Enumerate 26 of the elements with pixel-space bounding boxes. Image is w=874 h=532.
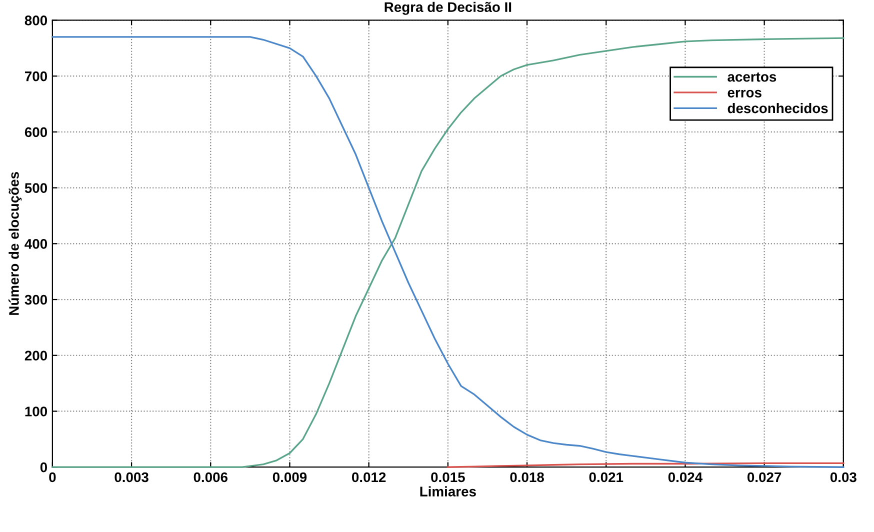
x-tick-label: 0	[49, 472, 56, 482]
chart-title: Regra de Decisão II	[384, 2, 512, 15]
x-tick-label: 0.015	[431, 472, 465, 482]
x-tick-label: 0.003	[114, 472, 148, 482]
x-tick-label: 0.006	[194, 472, 228, 482]
x-tick-label: 0.012	[352, 472, 386, 482]
y-tick-label: 500	[24, 183, 48, 193]
y-tick-label: 0	[40, 462, 48, 472]
legend-label: acertos	[728, 72, 776, 82]
y-tick-label: 200	[24, 350, 48, 361]
x-tick-label: 0.03	[830, 472, 856, 482]
x-tick-label: 0.027	[747, 472, 782, 482]
y-axis-title: Número de elocuções	[8, 172, 22, 315]
x-tick-label: 0.009	[272, 472, 307, 482]
x-tick-label: 0.024	[668, 472, 703, 482]
y-tick-label: 800	[24, 16, 48, 26]
y-tick-label: 300	[24, 294, 48, 305]
y-tick-label: 400	[24, 238, 48, 249]
x-tick-label: 0.018	[510, 472, 544, 482]
legend-label: desconhecidos	[728, 102, 828, 114]
y-tick-label: 700	[25, 71, 48, 82]
y-tick-label: 100	[25, 406, 48, 416]
y-tick-label: 600	[24, 127, 48, 138]
x-axis-title: Limiares	[420, 486, 476, 496]
x-tick-label: 0.021	[589, 472, 624, 482]
legend-label: erros	[728, 90, 762, 98]
